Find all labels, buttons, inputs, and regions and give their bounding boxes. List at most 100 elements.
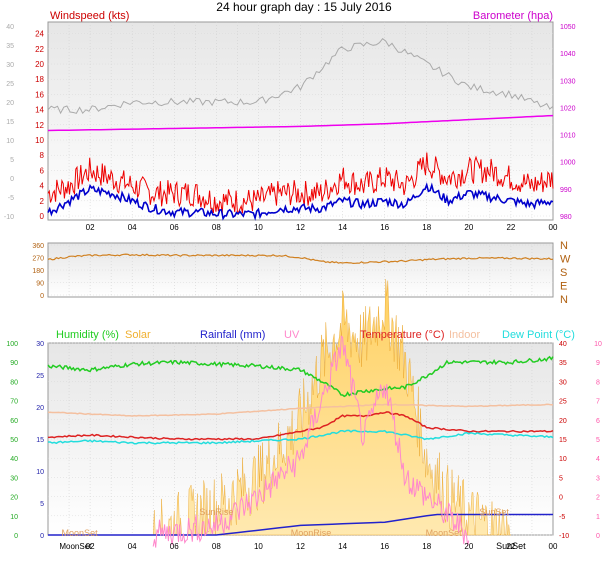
humidity-tick-label: 60 — [10, 418, 18, 425]
temp-tick-label: 40 — [559, 341, 567, 348]
annotation-label: MoonSet — [62, 528, 99, 538]
baro-tick-label: 1030 — [560, 78, 576, 85]
x-tick-label-bottom: 14 — [338, 542, 347, 551]
dir-tick-label: 180 — [32, 268, 44, 275]
outer-tick-label: 30 — [6, 62, 14, 69]
uv-tick-label: 7 — [596, 399, 600, 406]
annotation-label: MoonSet — [426, 528, 463, 538]
legend-item: Indoor — [449, 329, 481, 341]
temp-tick-label: 0 — [559, 495, 563, 502]
temp-tick-label: 10 — [559, 456, 567, 463]
x-tick-label: 20 — [464, 223, 473, 232]
humidity-tick-label: 40 — [10, 456, 18, 463]
humidity-tick-label: 50 — [10, 437, 18, 444]
compass-label: E — [560, 281, 567, 293]
wind-series-3 — [47, 38, 554, 115]
wind-tick-label: 14 — [35, 106, 44, 115]
rain-tick-label: 10 — [36, 469, 44, 476]
outer-tick-label: 20 — [6, 100, 14, 107]
temp-series-dew-point — [48, 429, 554, 445]
rain-tick-label: 20 — [36, 405, 44, 412]
outer-tick-label: -10 — [4, 214, 14, 221]
humidity-tick-label: 80 — [10, 379, 18, 386]
baro-tick-label: 980 — [560, 214, 572, 221]
uv-tick-label: 4 — [596, 456, 600, 463]
wind-tick-label: 4 — [40, 182, 45, 191]
humidity-tick-label: 0 — [14, 533, 18, 540]
x-tick-label: 14 — [338, 223, 347, 232]
compass-label: N — [560, 294, 568, 306]
rain-tick-label: 5 — [40, 501, 44, 508]
humidity-tick-label: 30 — [10, 475, 18, 482]
annotation-label: SunRise — [199, 507, 233, 517]
outer-tick-label: 5 — [10, 157, 14, 164]
x-tick-label-bottom: 02 — [86, 542, 95, 551]
baro-tick-label: 1040 — [560, 51, 576, 58]
uv-tick-label: 8 — [596, 379, 600, 386]
humidity-tick-label: 90 — [10, 360, 18, 367]
x-tick-label-bottom: 06 — [170, 542, 179, 551]
x-tick-label: 12 — [296, 223, 305, 232]
uv-tick-label: 9 — [596, 360, 600, 367]
axis-labels: 024681012141618202224-10-505101520253035… — [4, 10, 602, 551]
x-tick-label-bottom: 12 — [296, 542, 305, 551]
chart-title: 24 hour graph day : 15 July 2016 — [216, 0, 392, 14]
rain-tick-label: 15 — [36, 437, 44, 444]
dir-tick-label: 0 — [40, 293, 44, 300]
legend-item: Dew Point (°C) — [502, 329, 575, 341]
legend-item: Temperature (°C) — [360, 329, 444, 341]
temp-series-humidity — [47, 355, 554, 398]
temp-tick-label: 20 — [559, 418, 567, 425]
temp-tick-label: 15 — [559, 437, 567, 444]
uv-tick-label: 1 — [596, 514, 600, 521]
outer-tick-label: 15 — [6, 119, 14, 126]
rain-tick-label: 0 — [40, 533, 44, 540]
wind-tick-label: 16 — [35, 90, 44, 99]
outer-tick-label: 10 — [6, 138, 14, 145]
x-tick-label: 04 — [128, 223, 137, 232]
baro-tick-label: 1050 — [560, 24, 576, 31]
baro-legend-label: Barometer (hpa) — [473, 10, 553, 22]
baro-tick-label: 1020 — [560, 105, 576, 112]
wind-tick-label: 12 — [35, 121, 44, 130]
uv-tick-label: 6 — [596, 418, 600, 425]
wind-tick-label: 10 — [35, 136, 44, 145]
wind-tick-label: 18 — [35, 75, 44, 84]
legend-item: Solar — [125, 329, 151, 341]
temp-tick-label: -10 — [559, 533, 569, 540]
x-tick-label-bottom: 00 — [549, 542, 558, 551]
compass-label: S — [560, 267, 567, 279]
wind-tick-label: 8 — [40, 151, 45, 160]
temp-series-temperature — [47, 411, 554, 441]
annotation-label: SunSet — [496, 541, 526, 551]
temp-tick-label: 35 — [559, 360, 567, 367]
x-tick-label-bottom: 04 — [128, 542, 137, 551]
winddir-series — [47, 253, 554, 265]
dir-tick-label: 90 — [36, 281, 44, 288]
x-tick-label: 10 — [254, 223, 263, 232]
uv-tick-label: 3 — [596, 475, 600, 482]
temp-series-uv — [152, 335, 470, 548]
rain-tick-label: 30 — [36, 341, 44, 348]
outer-tick-label: 35 — [6, 43, 14, 50]
wind-series-2 — [47, 114, 554, 132]
x-tick-label: 08 — [212, 223, 221, 232]
temp-tick-label: 25 — [559, 399, 567, 406]
annotation-label: SunSet — [479, 507, 509, 517]
annotation-label: MoonRise — [291, 528, 332, 538]
humidity-tick-label: 20 — [10, 495, 18, 502]
legend-item: Humidity (%) — [56, 329, 119, 341]
wind-series-0 — [47, 152, 554, 214]
moonset-label: MoonSet — [59, 542, 92, 551]
x-tick-label: 22 — [506, 223, 515, 232]
outer-tick-label: 40 — [6, 24, 14, 31]
uv-tick-label: 2 — [596, 495, 600, 502]
compass-label: W — [560, 254, 571, 266]
wind-series-1 — [47, 182, 554, 221]
x-tick-label: 18 — [422, 223, 431, 232]
humidity-tick-label: 10 — [10, 514, 18, 521]
data-series — [47, 38, 554, 548]
legend-item: UV — [284, 329, 300, 341]
humidity-tick-label: 70 — [10, 399, 18, 406]
